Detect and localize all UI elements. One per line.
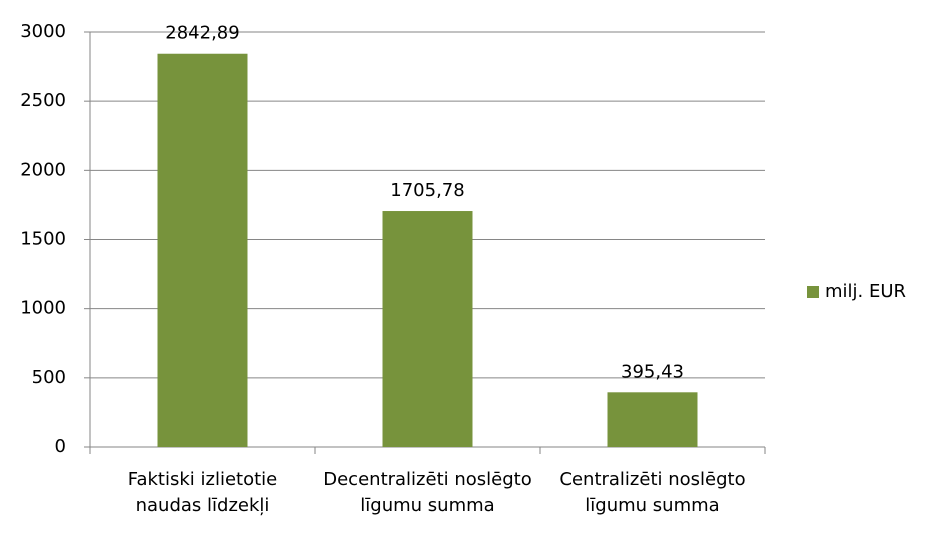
legend-label: milj. EUR [825,281,906,302]
bar [157,53,248,447]
bar [382,211,473,447]
y-tick-label: 1000 [20,298,66,319]
x-tick-label: Faktiski izlietotie naudas līdzekļi [127,469,278,516]
y-tick-label: 0 [55,436,66,457]
y-tick-label: 2000 [20,159,66,180]
x-tick-label: Decentralizēti noslēgto līgumu summa [323,469,532,516]
legend-swatch [807,286,819,298]
y-tick-label: 500 [32,367,66,388]
y-tick-label: 2500 [20,90,66,111]
data-label: 2842,89 [165,23,239,44]
data-label: 395,43 [621,361,684,382]
x-tick-label: Centralizēti noslēgto līgumu summa [559,469,746,516]
y-tick-label: 3000 [20,21,66,42]
y-tick-label: 1500 [20,229,66,250]
bar [607,392,698,447]
data-label: 1705,78 [390,180,464,201]
